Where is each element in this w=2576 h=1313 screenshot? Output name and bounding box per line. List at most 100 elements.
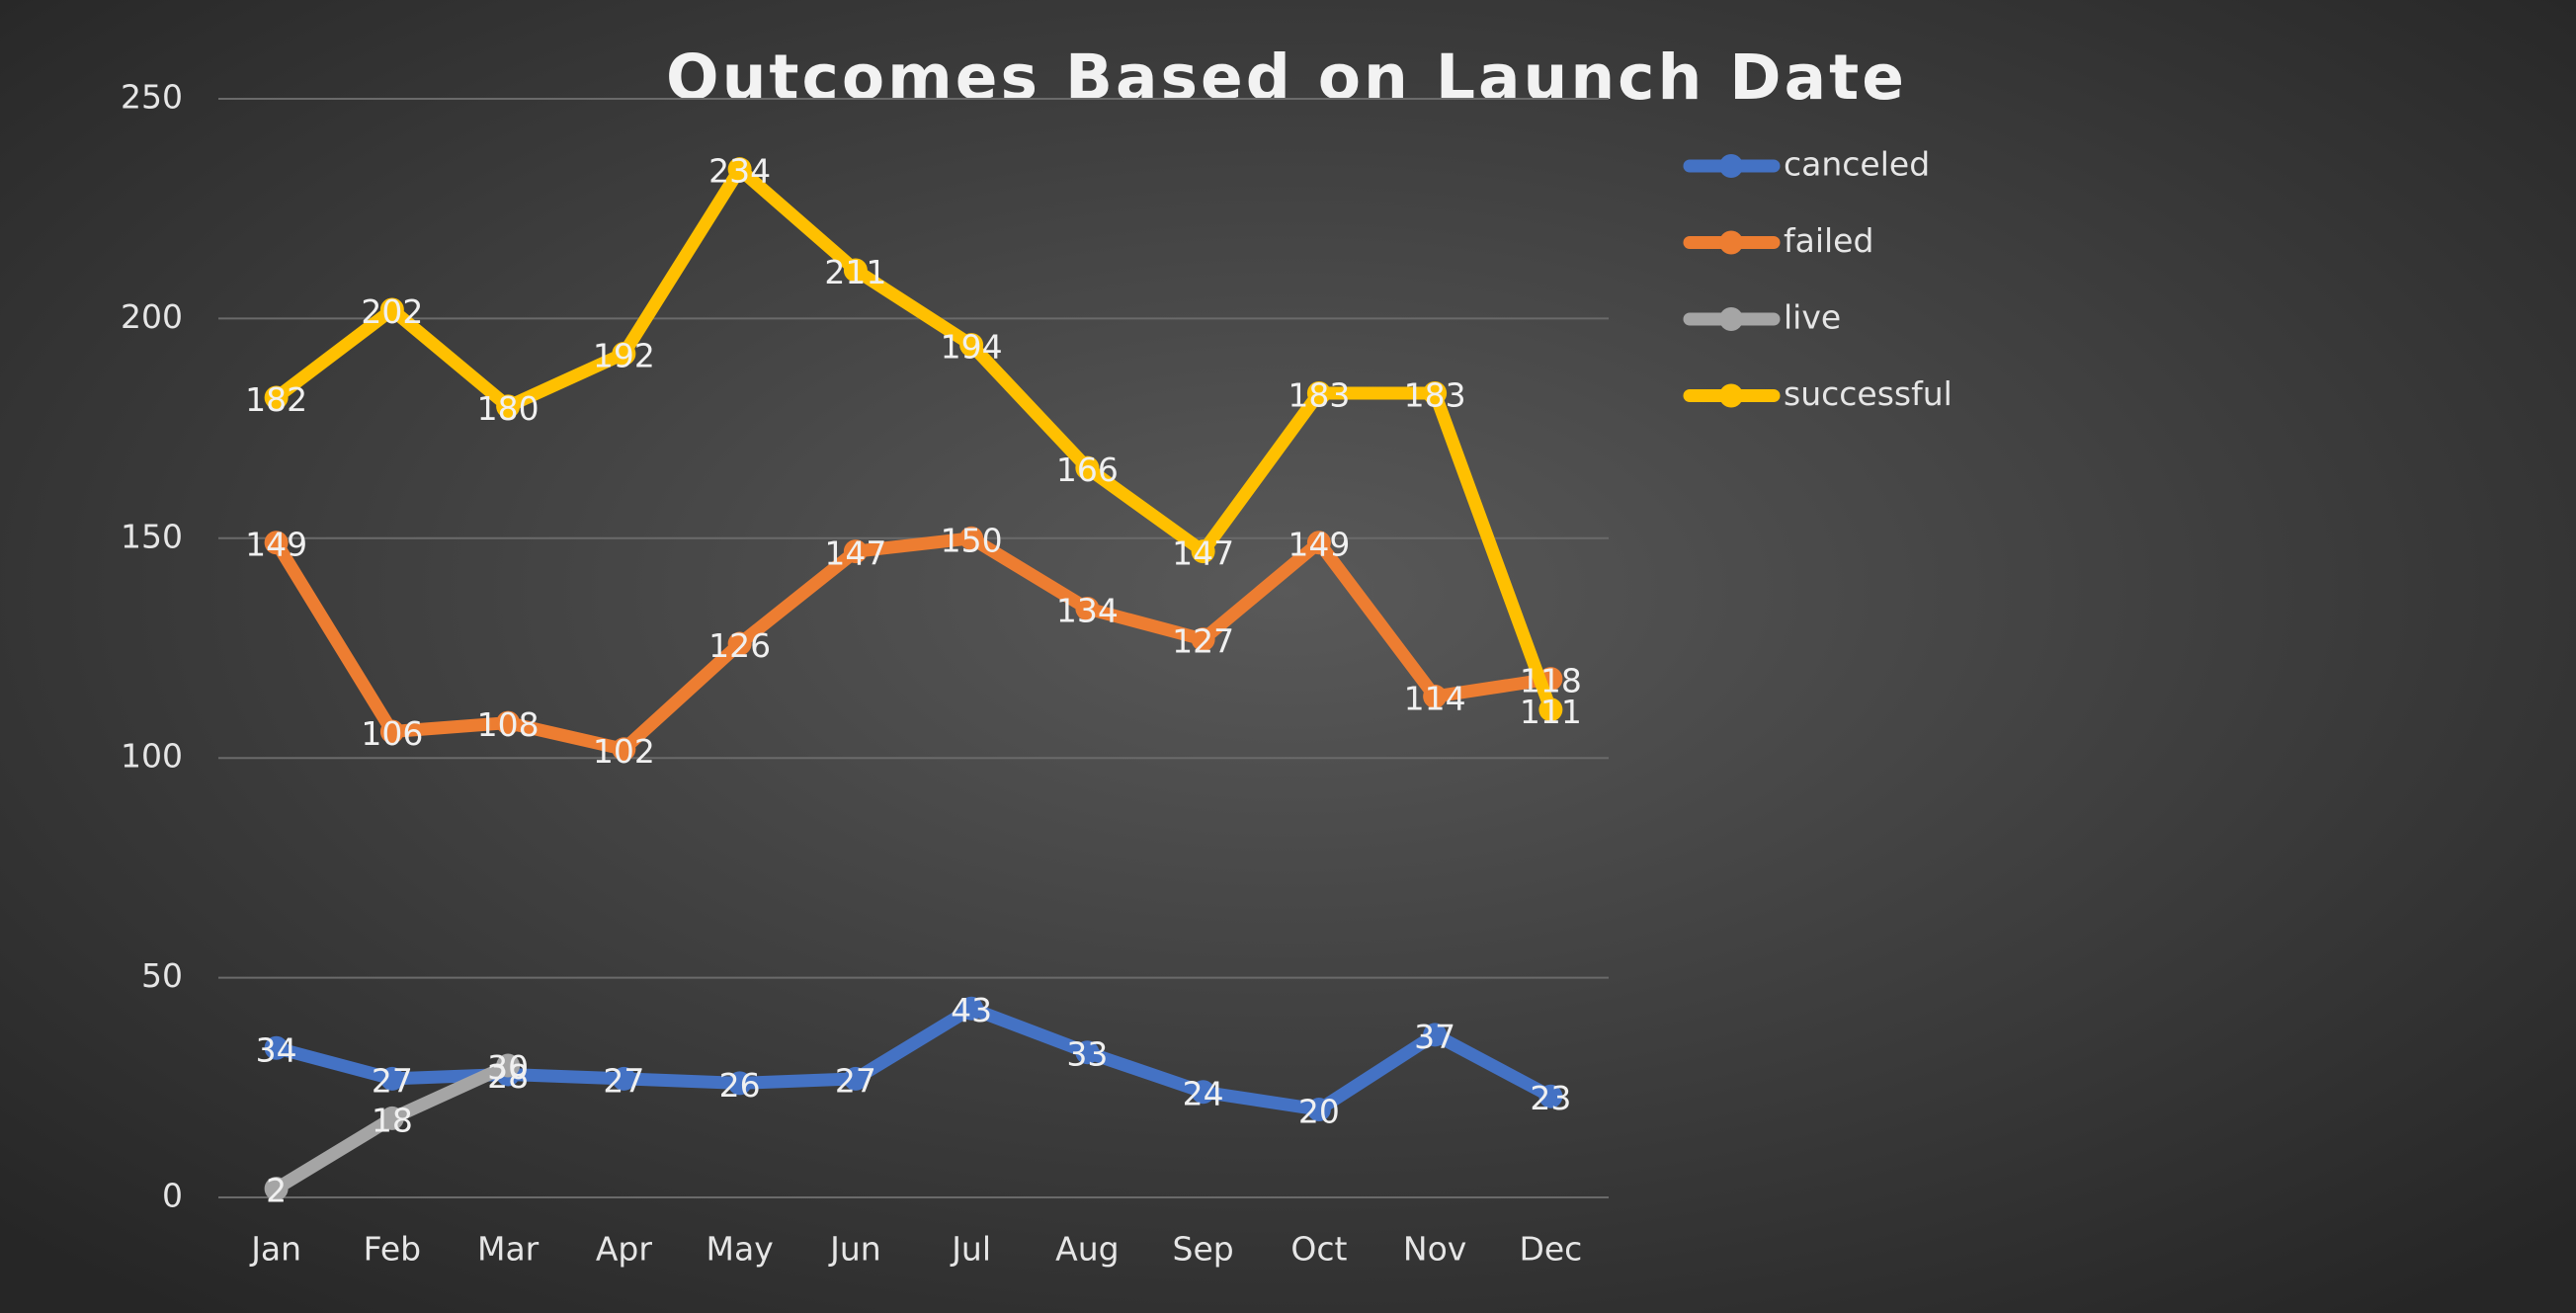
legend-label: canceled (1784, 145, 1930, 184)
data-label: 150 (941, 521, 1003, 559)
data-label: 30 (487, 1048, 529, 1087)
legend-label: successful (1784, 374, 1953, 413)
data-label: 27 (603, 1061, 644, 1100)
y-tick-label: 250 (121, 78, 183, 117)
data-point (1191, 1080, 1215, 1105)
data-label: 194 (941, 328, 1003, 367)
data-label: 114 (1404, 679, 1466, 717)
data-label: 234 (708, 152, 771, 191)
data-label: 134 (1056, 591, 1119, 629)
data-label: 183 (1288, 376, 1350, 415)
data-label: 27 (372, 1061, 413, 1100)
x-tick-label: Sep (1173, 1230, 1234, 1269)
x-tick-label: Dec (1519, 1230, 1582, 1269)
data-point (612, 737, 636, 762)
legend-label: live (1784, 298, 1841, 337)
data-label: 202 (361, 292, 423, 331)
data-label: 37 (1414, 1018, 1455, 1056)
x-tick-label: Nov (1403, 1230, 1466, 1269)
data-point (1075, 1040, 1100, 1065)
data-point (1538, 1084, 1563, 1108)
data-label: 28 (487, 1057, 529, 1096)
data-point (264, 385, 289, 410)
data-label: 147 (1172, 534, 1234, 573)
x-tick-label: Jun (828, 1230, 881, 1269)
data-point (1423, 381, 1448, 406)
data-point (1075, 596, 1100, 620)
series-line (270, 532, 1557, 756)
data-label: 2 (266, 1172, 287, 1210)
data-point (1306, 381, 1331, 406)
data-label: 24 (1183, 1075, 1224, 1113)
legend-marker (1719, 230, 1743, 255)
x-tick-label: Jan (249, 1230, 301, 1269)
data-point (496, 1053, 521, 1078)
series-line (270, 162, 1557, 716)
data-point (727, 631, 752, 656)
data-point (379, 719, 404, 744)
data-label: 26 (719, 1066, 761, 1105)
data-label: 183 (1404, 376, 1466, 415)
data-label: 108 (477, 705, 540, 744)
data-label: 34 (256, 1030, 297, 1069)
data-point (843, 258, 868, 283)
y-tick-label: 150 (121, 517, 183, 555)
data-point (612, 1066, 636, 1091)
data-label: 18 (372, 1101, 413, 1139)
data-label: 33 (1066, 1035, 1108, 1074)
data-point (1423, 684, 1448, 708)
data-label: 27 (835, 1061, 876, 1100)
chart-title: Outcomes Based on Launch Date (666, 41, 1907, 114)
data-label: 126 (708, 626, 771, 665)
data-point (264, 1035, 289, 1060)
data-point (843, 1066, 868, 1091)
y-tick-label: 50 (141, 956, 183, 995)
x-tick-label: Aug (1055, 1230, 1119, 1269)
y-tick-label: 200 (121, 297, 183, 336)
data-point (379, 1066, 404, 1091)
data-point (1075, 455, 1100, 480)
x-tick-label: Apr (596, 1230, 653, 1269)
y-tick-label: 100 (121, 737, 183, 776)
data-point (1538, 698, 1563, 722)
x-tick-label: Mar (477, 1230, 540, 1269)
data-point (264, 531, 289, 555)
data-point (496, 394, 521, 419)
data-point (959, 996, 984, 1021)
data-label: 102 (593, 732, 655, 771)
data-point (843, 539, 868, 564)
data-point (379, 1106, 404, 1130)
data-label: 147 (824, 534, 886, 573)
data-point (496, 710, 521, 735)
x-tick-label: Jul (950, 1230, 991, 1269)
legend-marker (1719, 307, 1743, 331)
legend-label: failed (1784, 221, 1873, 260)
x-tick-label: Feb (364, 1230, 421, 1269)
data-point (1191, 627, 1215, 652)
data-point (959, 333, 984, 358)
data-point (959, 526, 984, 550)
x-tick-label: May (706, 1230, 774, 1269)
data-label: 118 (1520, 662, 1582, 700)
legend-marker (1719, 383, 1743, 408)
y-tick-label: 0 (162, 1177, 183, 1215)
data-point (1306, 531, 1331, 555)
data-label: 180 (477, 389, 540, 428)
data-point (1306, 1098, 1331, 1122)
data-label: 127 (1172, 622, 1234, 661)
data-label: 43 (951, 991, 992, 1029)
data-label: 106 (361, 714, 423, 753)
data-point (1423, 1023, 1448, 1047)
data-point (727, 1071, 752, 1096)
data-label: 23 (1530, 1079, 1571, 1117)
data-label: 166 (1056, 451, 1119, 489)
legend-marker (1719, 154, 1743, 178)
data-label: 149 (245, 526, 307, 564)
data-label: 111 (1520, 693, 1582, 731)
data-label: 211 (824, 253, 886, 291)
x-tick-label: Oct (1290, 1230, 1347, 1269)
data-label: 149 (1288, 526, 1350, 564)
